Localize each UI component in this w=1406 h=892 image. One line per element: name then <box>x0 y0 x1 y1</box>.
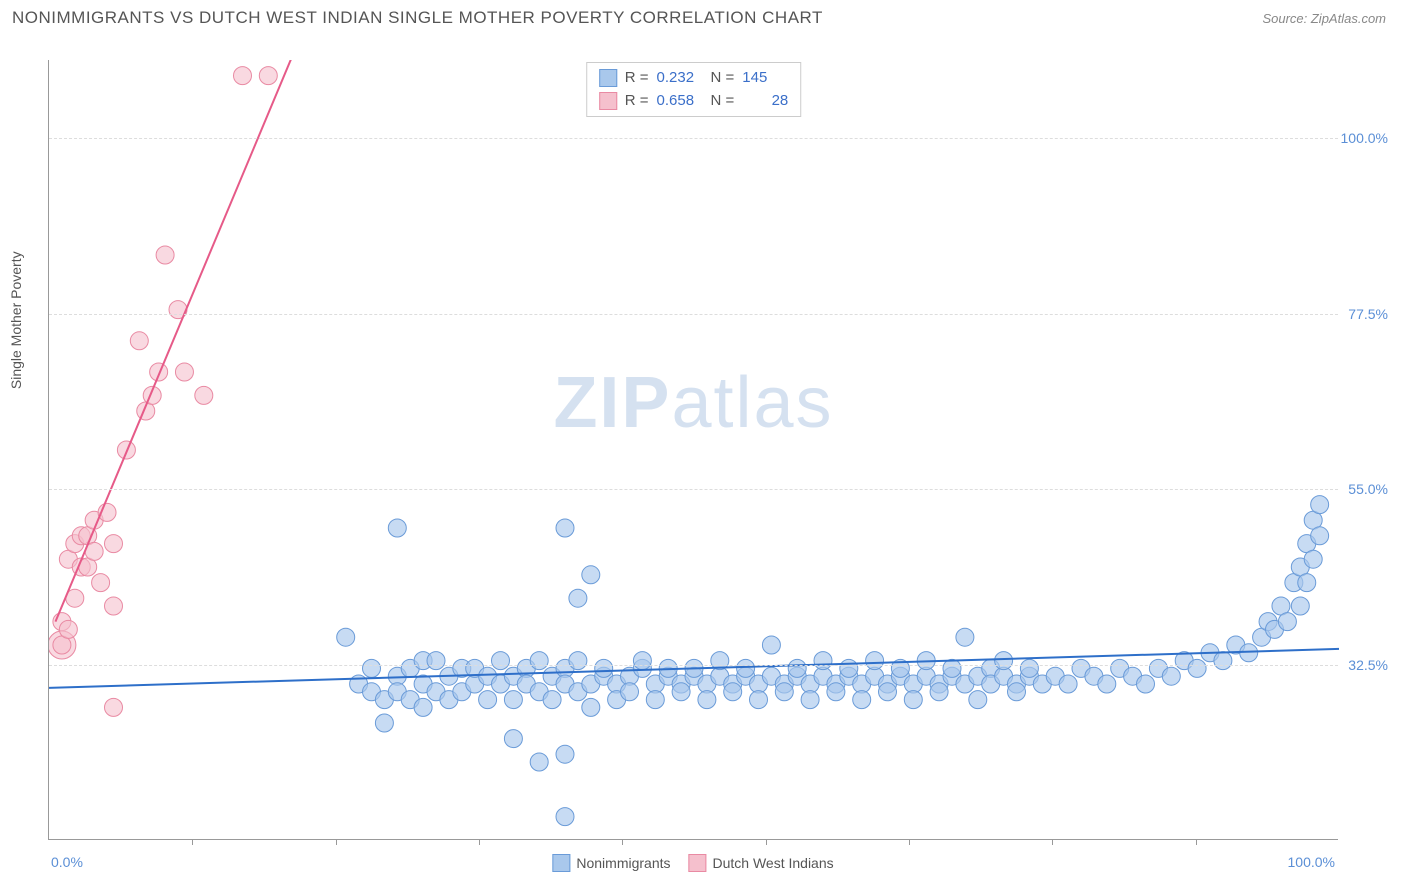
y-axis-label: Single Mother Poverty <box>8 251 24 389</box>
swatch-blue-icon <box>552 854 570 872</box>
x-tick <box>336 839 337 845</box>
legend-row-dutch: R =0.658 N =28 <box>599 90 789 113</box>
y-tick-label: 55.0% <box>1348 481 1388 497</box>
x-tick <box>1196 839 1197 845</box>
x-tick <box>479 839 480 845</box>
source-attribution: Source: ZipAtlas.com <box>1262 11 1386 26</box>
gridline <box>49 665 1338 666</box>
x-tick <box>766 839 767 845</box>
x-axis-min: 0.0% <box>51 854 83 870</box>
swatch-blue <box>599 69 617 87</box>
correlation-legend: R =0.232 N =145 R =0.658 N =28 <box>586 62 802 117</box>
plot-area: ZIPatlas R =0.232 N =145 R =0.658 N =28 … <box>48 60 1338 840</box>
y-tick-label: 77.5% <box>1348 306 1388 322</box>
x-tick <box>1052 839 1053 845</box>
swatch-pink-icon <box>689 854 707 872</box>
series-legend: Nonimmigrants Dutch West Indians <box>552 854 833 872</box>
scatter-plot <box>49 60 1339 840</box>
gridline <box>49 138 1338 139</box>
legend-item-nonimmigrants: Nonimmigrants <box>552 854 670 872</box>
x-tick <box>622 839 623 845</box>
x-axis-labels: 0.0% Nonimmigrants Dutch West Indians 10… <box>48 854 1338 874</box>
gridline <box>49 489 1338 490</box>
x-axis-max: 100.0% <box>1288 854 1335 870</box>
chart-container: Single Mother Poverty ZIPatlas R =0.232 … <box>48 60 1388 840</box>
gridline <box>49 314 1338 315</box>
swatch-pink <box>599 92 617 110</box>
chart-title: NONIMMIGRANTS VS DUTCH WEST INDIAN SINGL… <box>12 8 823 28</box>
legend-item-dutch: Dutch West Indians <box>689 854 834 872</box>
y-tick-label: 100.0% <box>1341 130 1388 146</box>
legend-row-nonimmigrants: R =0.232 N =145 <box>599 67 789 90</box>
x-tick <box>192 839 193 845</box>
x-tick <box>909 839 910 845</box>
y-tick-label: 32.5% <box>1348 657 1388 673</box>
